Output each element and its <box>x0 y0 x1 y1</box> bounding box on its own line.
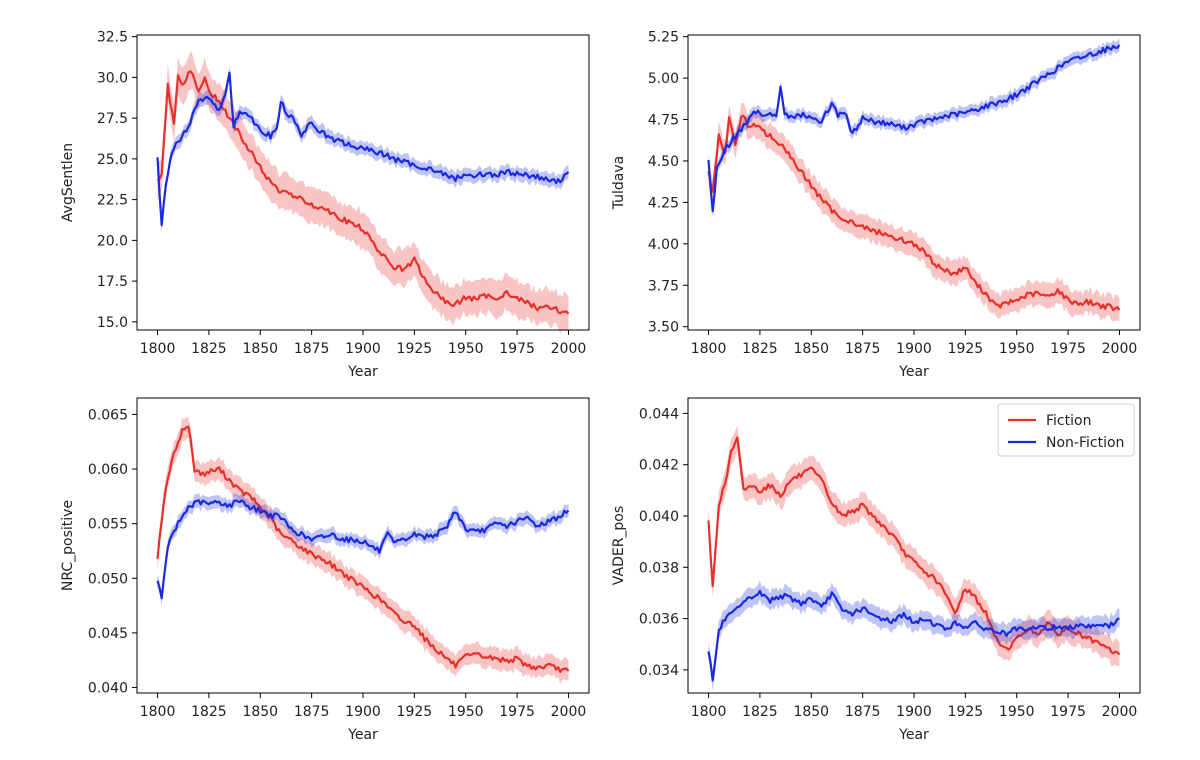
y-tick-label: 32.5 <box>97 30 128 46</box>
y-tick-label: 0.050 <box>88 571 128 587</box>
series-line-non-fiction <box>707 44 1121 213</box>
y-tick-label: 0.038 <box>639 560 679 576</box>
y-tick-label: 5.00 <box>648 71 679 87</box>
legend-label-fiction: Fiction <box>1046 413 1091 429</box>
panel-avgsentlen: 1800 1825 1850 1875 1900 1925 1950 1975 2000 15.0… <box>60 30 590 380</box>
panel-nrc-positive: 1800 1825 1850 1875 1900 1925 1950 1975 2000 0.04… <box>60 397 590 743</box>
x-axis-label: Year <box>898 727 929 743</box>
y-tick-label: 17.5 <box>97 274 128 290</box>
x-tick-label: 1975 <box>499 341 535 357</box>
x-tick-label: 1850 <box>242 341 278 357</box>
confidence-band-non-fiction <box>157 493 569 606</box>
y-axis-label: VADER_pos <box>611 506 627 585</box>
confidence-band-fiction <box>157 416 569 685</box>
y-tick-label: 15.0 <box>97 315 128 331</box>
x-axis-label: Year <box>347 364 378 380</box>
confidence-band-non-fiction <box>157 66 569 233</box>
x-tick-label: 1875 <box>294 704 330 720</box>
x-tick-label: 1925 <box>397 704 433 720</box>
y-tick-label: 5.25 <box>648 30 679 46</box>
y-tick-label: 0.036 <box>639 612 679 628</box>
y-tick-label: 30.0 <box>97 70 128 86</box>
x-tick-label: 1850 <box>793 341 829 357</box>
series-line-fiction <box>707 114 1121 312</box>
x-tick-label: 1875 <box>845 704 881 720</box>
y-tick-label: 25.0 <box>97 152 128 168</box>
series-line-non-fiction <box>156 499 570 600</box>
series-line-non-fiction <box>707 589 1120 682</box>
panel-tuldava: 1800 1825 1850 1875 1900 1925 1950 1975 2000 3.50… <box>611 30 1141 380</box>
x-tick-label: 1800 <box>140 704 176 720</box>
y-tick-label: 0.034 <box>639 663 679 679</box>
confidence-band-fiction <box>708 102 1120 323</box>
y-axis-label: Tuldava <box>611 156 627 211</box>
y-tick-label: 22.5 <box>97 193 128 209</box>
series-line-non-fiction <box>156 71 570 227</box>
x-tick-label: 1900 <box>345 341 381 357</box>
confidence-band-fiction <box>157 50 569 334</box>
x-tick-label: 1850 <box>793 704 829 720</box>
x-tick-label: 1975 <box>1050 704 1086 720</box>
x-tick-label: 1925 <box>948 704 984 720</box>
x-tick-label: 1800 <box>691 704 727 720</box>
confidence-band-non-fiction <box>708 580 1120 691</box>
y-tick-label: 20.0 <box>97 233 128 249</box>
y-tick-label: 27.5 <box>97 111 128 127</box>
x-tick-label: 1925 <box>948 341 984 357</box>
x-tick-label: 1950 <box>999 341 1035 357</box>
y-tick-label: 0.060 <box>88 462 128 478</box>
x-tick-label: 2000 <box>551 704 587 720</box>
y-tick-label: 0.040 <box>639 509 679 525</box>
plot-frame <box>687 34 1141 331</box>
x-tick-label: 1975 <box>499 704 535 720</box>
x-tick-label: 1825 <box>191 704 227 720</box>
y-tick-label: 0.045 <box>88 626 128 642</box>
x-tick-label: 1950 <box>448 341 484 357</box>
x-tick-label: 1975 <box>1050 341 1086 357</box>
series-line-fiction <box>156 70 570 315</box>
x-tick-label: 1900 <box>345 704 381 720</box>
y-tick-label: 0.044 <box>639 406 679 422</box>
series-line-fiction <box>707 436 1121 656</box>
y-tick-label: 0.042 <box>639 458 679 474</box>
x-tick-label: 1800 <box>691 341 727 357</box>
x-tick-label: 1925 <box>397 341 433 357</box>
x-tick-label: 1950 <box>448 704 484 720</box>
x-tick-label: 1800 <box>140 341 176 357</box>
x-tick-label: 1950 <box>999 704 1035 720</box>
x-tick-label: 1900 <box>896 341 932 357</box>
x-tick-label: 1900 <box>896 704 932 720</box>
series-line-fiction <box>156 425 570 674</box>
y-tick-label: 4.75 <box>648 113 679 129</box>
x-tick-label: 1825 <box>742 704 778 720</box>
y-axis-label: AvgSentlen <box>60 143 76 222</box>
x-tick-label: 1875 <box>845 341 881 357</box>
x-tick-label: 2000 <box>551 341 587 357</box>
confidence-band-fiction <box>708 425 1120 667</box>
y-tick-label: 4.00 <box>648 237 679 253</box>
y-axis-label: NRC_positive <box>60 500 76 591</box>
y-tick-label: 3.75 <box>648 278 679 294</box>
x-axis-label: Year <box>898 364 929 380</box>
x-tick-label: 1825 <box>191 341 227 357</box>
legend-label-non-fiction: Non-Fiction <box>1046 435 1124 451</box>
confidence-band-non-fiction <box>708 38 1120 218</box>
y-tick-label: 3.50 <box>648 320 679 336</box>
y-tick-label: 0.065 <box>88 407 128 423</box>
legend: Fiction Non-Fiction <box>997 403 1135 457</box>
x-tick-label: 1825 <box>742 341 778 357</box>
x-tick-label: 2000 <box>1102 341 1138 357</box>
y-tick-label: 0.040 <box>88 681 128 697</box>
x-tick-label: 1875 <box>294 341 330 357</box>
panel-vader-pos: 1800 1825 1850 1875 1900 1925 1950 1975 2000 0.03… <box>611 397 1141 743</box>
y-tick-label: 4.25 <box>648 195 679 211</box>
x-tick-label: 2000 <box>1102 704 1138 720</box>
x-tick-label: 1850 <box>242 704 278 720</box>
y-tick-label: 0.055 <box>88 517 128 533</box>
y-tick-label: 4.50 <box>648 154 679 170</box>
x-axis-label: Year <box>347 727 378 743</box>
